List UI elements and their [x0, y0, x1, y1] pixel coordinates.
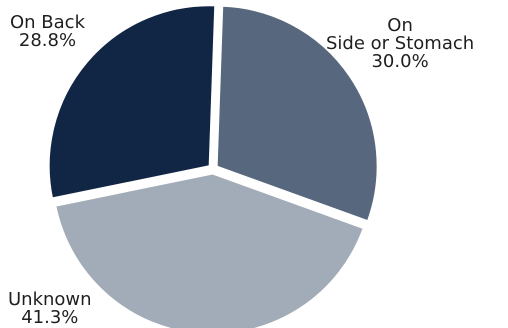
label-unknown-name: Unknown [8, 289, 92, 310]
label-unknown-value: 41.3% [21, 307, 79, 328]
label-side-line1: On [387, 15, 413, 36]
label-side-value: 30.0% [371, 51, 429, 72]
label-unknown: Unknown 41.3% [8, 291, 92, 327]
label-side-or-stomach: On Side or Stomach 30.0% [326, 17, 474, 71]
label-on-back-name: On Back [10, 12, 85, 33]
label-on-back-value: 28.8% [18, 30, 77, 51]
label-on-back: On Back 28.8% [10, 14, 85, 50]
pie-slice-on-side-or-stomach [216, 5, 378, 222]
pie-slice-unknown [55, 173, 364, 328]
label-side-line2: Side or Stomach [326, 33, 475, 54]
pie-slice-on-back [48, 5, 216, 199]
